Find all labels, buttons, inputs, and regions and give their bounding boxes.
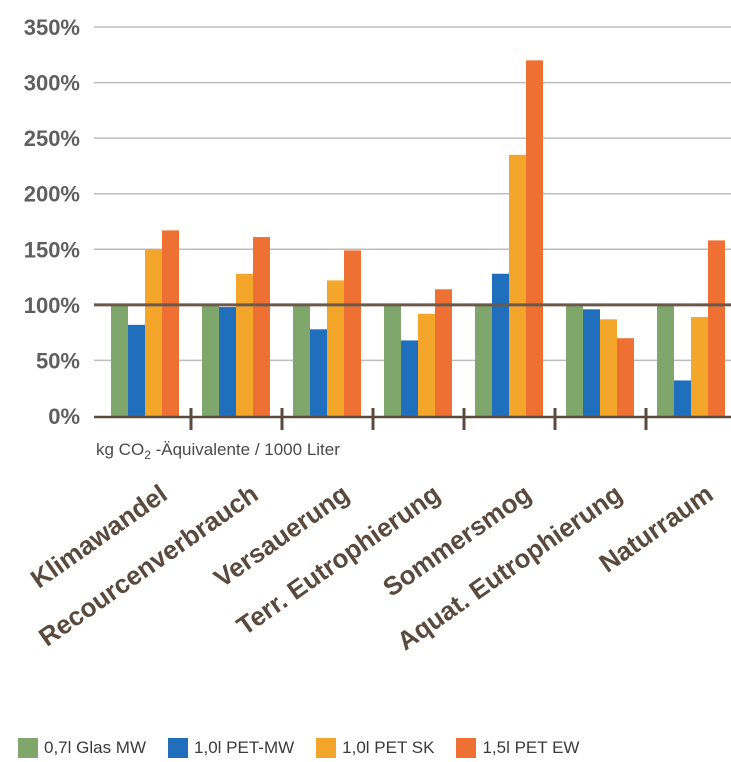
y-tick-label: 50% [36,348,80,373]
bar [492,273,509,416]
y-tick-label: 150% [24,237,80,262]
bars [111,60,725,417]
chart: 0% 50% 100% 150% 200% 250% 300% 350% kg CO2 -Äq… [24,15,731,656]
category-separators [189,408,648,430]
axis-subtitle: kg CO2 -Äquivalente / 1000 Liter [96,440,340,462]
y-tick-label: 300% [24,71,80,96]
legend-label: 0,7l Glas MW [44,738,147,757]
bar [401,340,418,416]
y-tick-label: 100% [24,293,80,318]
legend-item: 1,0l PET SK [316,738,434,758]
grid-lines [94,26,731,362]
legend-swatch [168,738,189,758]
bar [253,237,270,416]
category-labels: KlimawandelRecourcenverbrauchVersauerung… [25,478,718,656]
bar [418,313,435,416]
legend-swatch [18,738,38,758]
y-tick-label: 350% [24,15,80,40]
legend-item: 1,5l PET EW [456,738,579,758]
bar [583,309,600,416]
legend-label: 1,0l PET SK [342,738,435,757]
bar [475,304,492,416]
y-tick-label: 250% [24,126,80,151]
legend-swatch [316,738,337,758]
bar [128,324,145,416]
bar [384,304,401,416]
bar [674,380,691,416]
legend-item: 0,7l Glas MW [18,738,146,758]
bar [600,319,617,416]
bar [145,249,162,416]
bar [327,280,344,416]
y-tick-label: 200% [24,182,80,207]
y-axis-ticks: 0% 50% 100% 150% 200% 250% 300% 350% [24,15,80,429]
bar [162,230,179,416]
legend-item: 1,0l PET-MW [168,738,294,758]
bar [617,338,634,416]
bar [293,304,310,416]
bar [435,289,452,416]
legend-swatch [456,738,477,758]
bar [344,250,361,416]
bar [236,273,253,416]
bar [509,154,526,417]
bar [310,329,327,416]
y-tick-label: 0% [48,404,80,429]
legend-label: 1,5l PET EW [482,738,580,757]
legend-label: 1,0l PET-MW [194,738,295,757]
bar [691,317,708,416]
bar [708,240,725,416]
bar [219,307,236,416]
bar [202,304,219,416]
bar [566,304,583,416]
bar [111,304,128,416]
bar [526,60,543,416]
legend: 0,7l Glas MW 1,0l PET-MW 1,0l PET SK 1,5l P… [18,736,731,760]
bar [657,304,674,416]
